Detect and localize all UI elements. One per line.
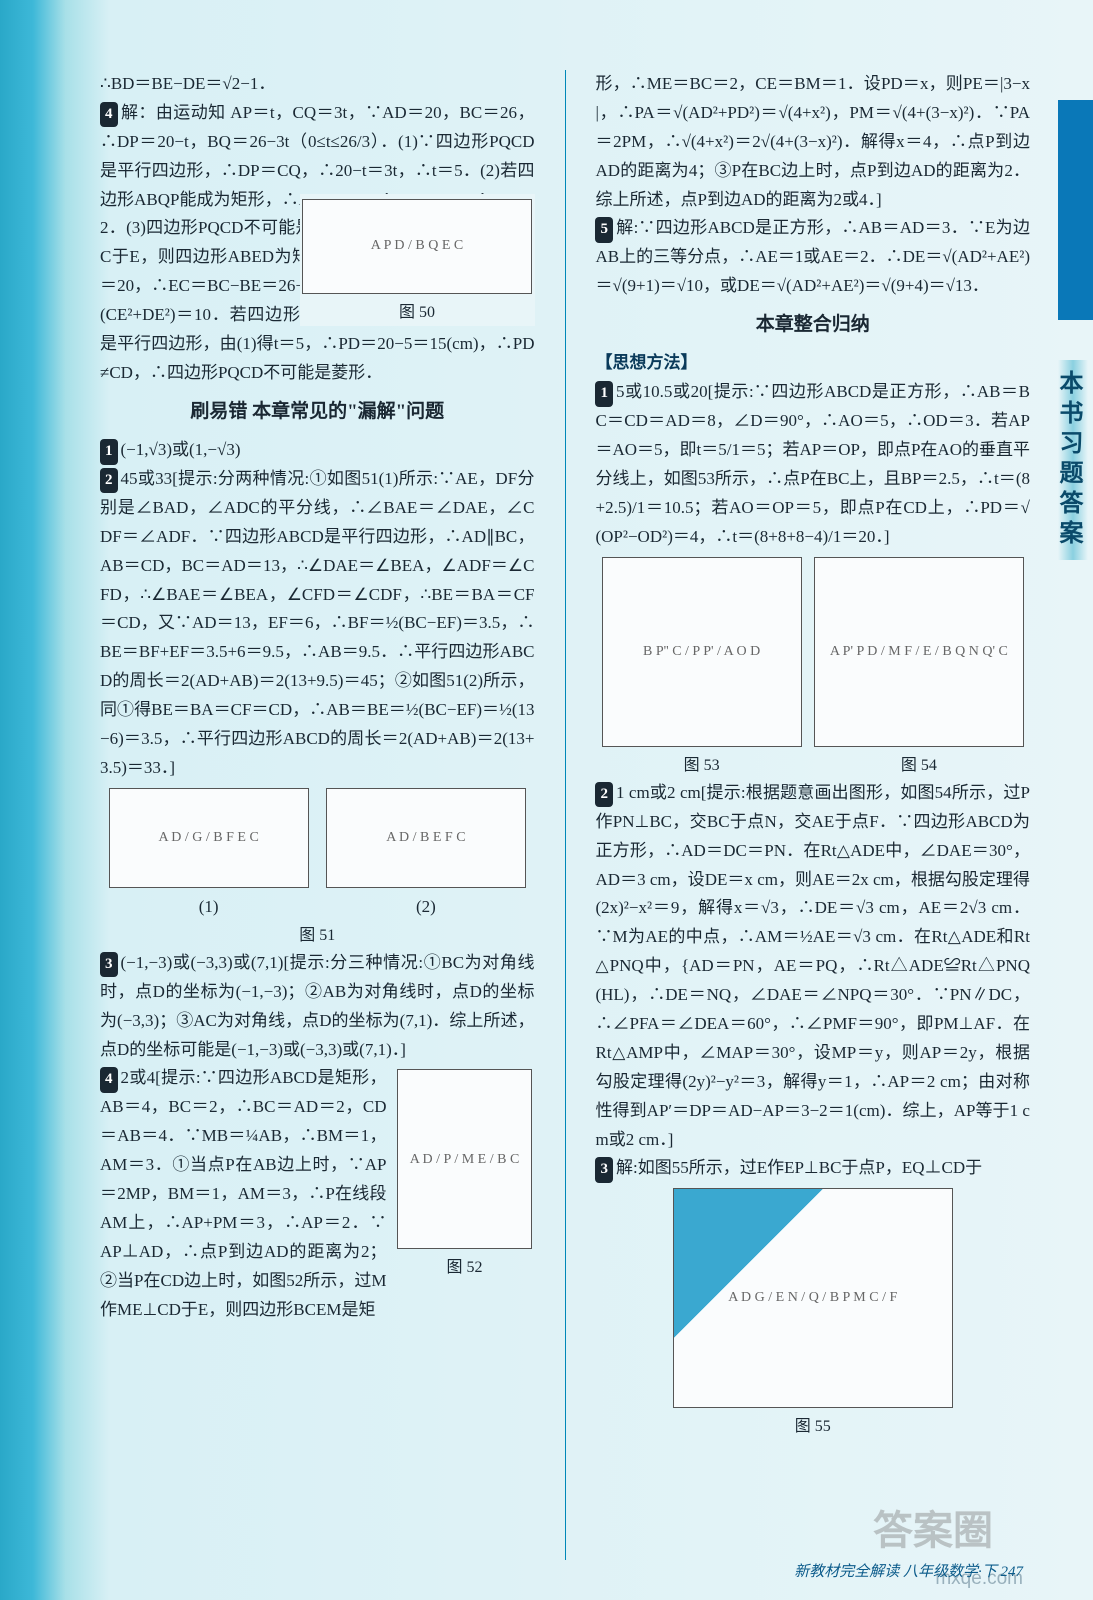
page-footer: 新教材完全解读 八年级数学·下 247 bbox=[794, 1560, 1023, 1586]
subsection: 【思想方法】 bbox=[595, 349, 1030, 378]
figure-53: B P'' C / P P' / A O D bbox=[602, 557, 802, 747]
right-blue-bar bbox=[1058, 100, 1093, 320]
figure-51-row: A D / G / B F E C (1) A D / B E F C (2) bbox=[100, 783, 535, 922]
q1: 1(−1,√3)或(1,−√3) bbox=[100, 436, 535, 465]
figure-52: A D / P / M E / B C bbox=[397, 1069, 532, 1249]
q2: 245或33[提示:分两种情况:①如图51(1)所示:∵AE，DF分别是∠BAD… bbox=[100, 465, 535, 783]
qnum-icon: 4 bbox=[100, 102, 118, 128]
fig51-caption: 图 51 bbox=[100, 922, 535, 949]
q1-text: (−1,√3)或(1,−√3) bbox=[121, 440, 241, 459]
figure-53-54-row: B P'' C / P P' / A O D 图 53 A P' P D / M… bbox=[595, 552, 1030, 779]
q4a-text: 2或4[提示:∵四边形ABCD是矩形，AB＝4，BC＝2，∴BC＝AD＝2，CD… bbox=[100, 1068, 387, 1318]
q4a-row: 42或4[提示:∵四边形ABCD是矩形，AB＝4，BC＝2，∴BC＝AD＝2，C… bbox=[100, 1064, 535, 1324]
rq3-text: 解:如图55所示，过E作EP⊥BC于点P，EQ⊥CD于 bbox=[616, 1158, 982, 1177]
text: ∴BD＝BE−DE＝√2−1． bbox=[100, 70, 535, 99]
rq2-text: 1 cm或2 cm[提示:根据题意画出图形，如图54所示，过P作PN⊥BC，交B… bbox=[595, 783, 1030, 1149]
right-column: 形，∴ME＝BC＝2，CE＝BM＝1．设PD＝x，则PE＝|3−x|，∴PA＝√… bbox=[595, 70, 1030, 1560]
rq1-text: 5或10.5或20[提示:∵四边形ABCD是正方形，∴AB＝BC＝CD＝AD＝8… bbox=[595, 382, 1030, 545]
qnum-icon: 4 bbox=[100, 1067, 118, 1093]
fig51-sub2: (2) bbox=[326, 893, 526, 922]
text: 形，∴ME＝BC＝2，CE＝BM＝1．设PD＝x，则PE＝|3−x|，∴PA＝√… bbox=[595, 70, 1030, 214]
column-divider bbox=[565, 70, 566, 1560]
q4: 4解：由运动知 AP＝t，CQ＝3t，∵AD＝20，BC＝26，∴DP＝20−t… bbox=[100, 99, 535, 388]
side-tab: 本书习题答案 bbox=[1058, 360, 1088, 560]
q5-text: 解:∵四边形ABCD是正方形，∴AB＝AD＝3．∵E为边AB上的三等分点，∴AE… bbox=[595, 218, 1030, 295]
fig51-sub1: (1) bbox=[109, 893, 309, 922]
figure-51-1: A D / G / B F E C bbox=[109, 788, 309, 888]
section-title-1: 刷易错 本章常见的"漏解"问题 bbox=[100, 396, 535, 428]
fig53-caption: 图 53 bbox=[602, 752, 802, 779]
rq3: 3解:如图55所示，过E作EP⊥BC于点P，EQ⊥CD于 bbox=[595, 1154, 1030, 1183]
figure-55: A D G / E N / Q / B P M C / F bbox=[673, 1188, 953, 1408]
qnum-icon: 2 bbox=[100, 468, 118, 494]
q5: 5解:∵四边形ABCD是正方形，∴AB＝AD＝3．∵E为边AB上的三等分点，∴A… bbox=[595, 214, 1030, 301]
fig50-caption: 图 50 bbox=[300, 299, 535, 326]
fig55-caption: 图 55 bbox=[595, 1413, 1030, 1440]
figure-51-2: A D / B E F C bbox=[326, 788, 526, 888]
qnum-icon: 3 bbox=[595, 1157, 613, 1183]
qnum-icon: 2 bbox=[595, 782, 613, 808]
figure-54: A P' P D / M F / E / B Q N Q' C bbox=[814, 557, 1024, 747]
rq2: 21 cm或2 cm[提示:根据题意画出图形，如图54所示，过P作PN⊥BC，交… bbox=[595, 779, 1030, 1155]
qnum-icon: 1 bbox=[100, 439, 118, 465]
qnum-icon: 1 bbox=[595, 381, 613, 407]
figure-50: A P D / B Q E C bbox=[302, 199, 532, 294]
section-title-2: 本章整合归纳 bbox=[595, 309, 1030, 341]
watermark: 答案圈 bbox=[873, 1497, 993, 1565]
qnum-icon: 5 bbox=[595, 217, 613, 243]
q2-text: 45或33[提示:分两种情况:①如图51(1)所示:∵AE，DF分别是∠BAD，… bbox=[100, 469, 535, 777]
q3-text: (−1,−3)或(−3,3)或(7,1)[提示:分三种情况:①BC为对角线时，点… bbox=[100, 953, 535, 1059]
q3: 3(−1,−3)或(−3,3)或(7,1)[提示:分三种情况:①BC为对角线时，… bbox=[100, 949, 535, 1065]
fig54-caption: 图 54 bbox=[814, 752, 1024, 779]
qnum-icon: 3 bbox=[100, 952, 118, 978]
page-content: ∴BD＝BE−DE＝√2−1． 4解：由运动知 AP＝t，CQ＝3t，∵AD＝2… bbox=[100, 70, 1030, 1560]
left-column: ∴BD＝BE−DE＝√2−1． 4解：由运动知 AP＝t，CQ＝3t，∵AD＝2… bbox=[100, 70, 535, 1560]
rq1: 15或10.5或20[提示:∵四边形ABCD是正方形，∴AB＝BC＝CD＝AD＝… bbox=[595, 378, 1030, 551]
fig52-caption: 图 52 bbox=[395, 1254, 535, 1281]
